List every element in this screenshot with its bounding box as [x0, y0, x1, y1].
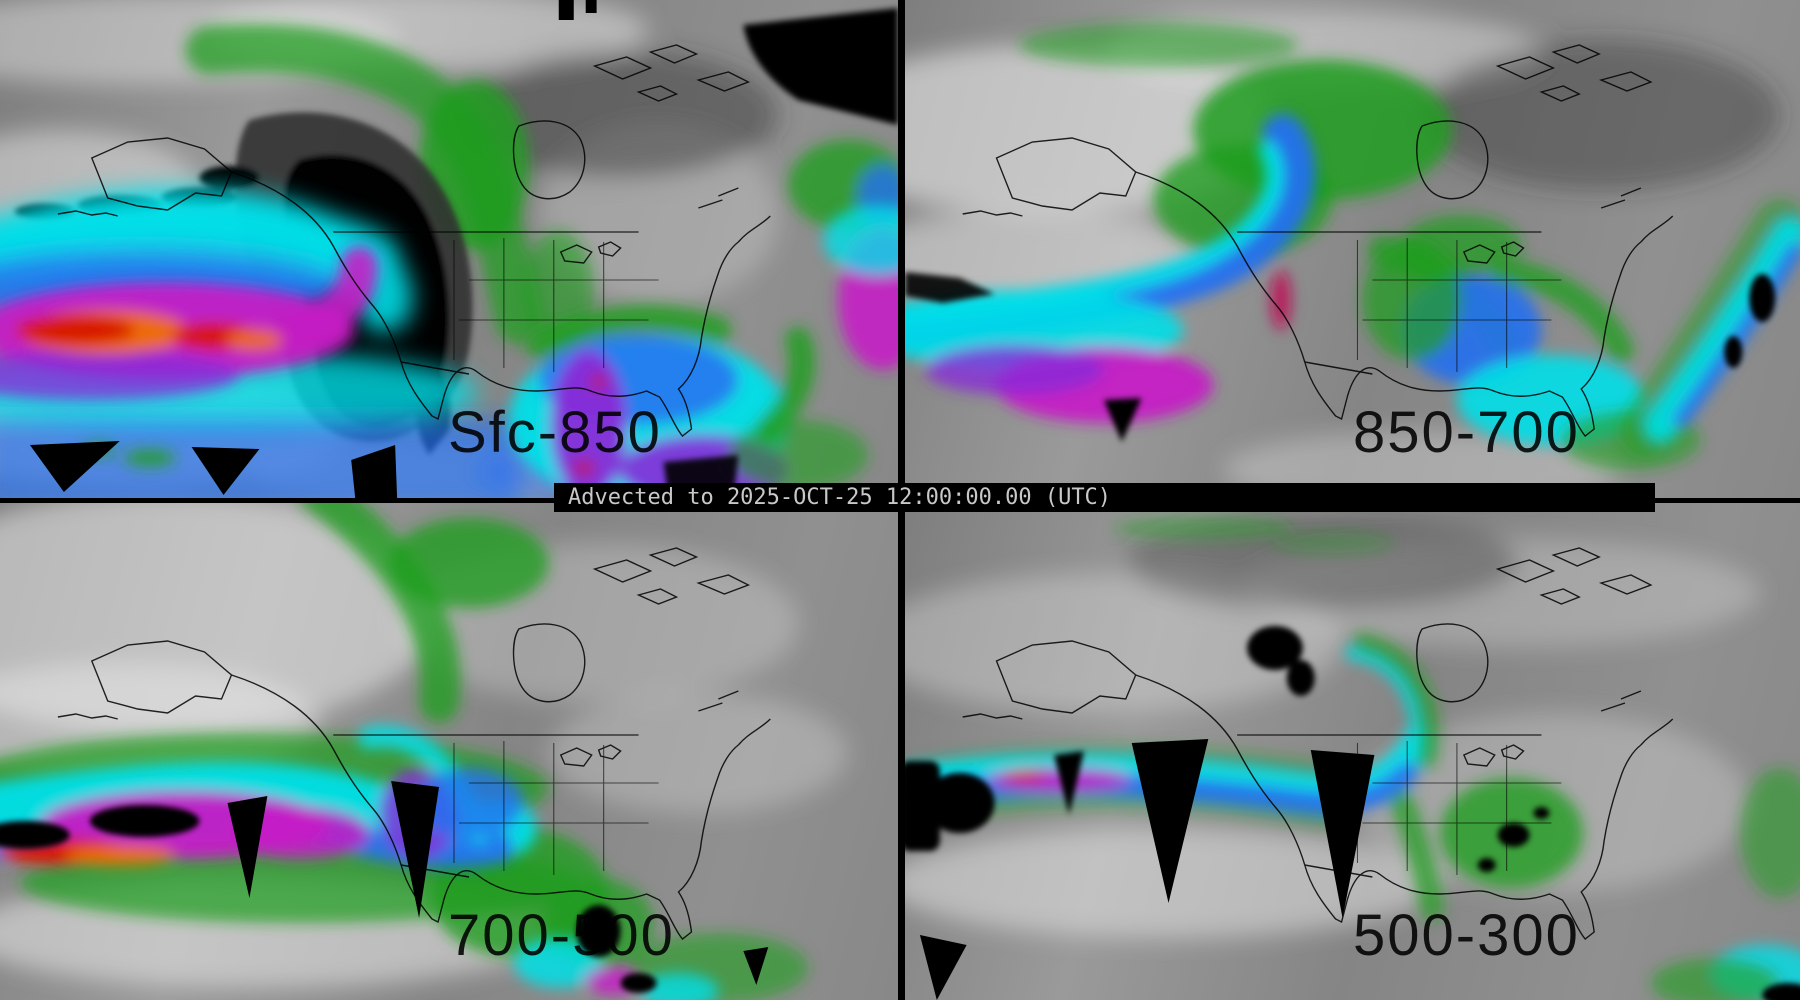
imagery-sfc-850: [0, 0, 898, 498]
imagery-700-500: [0, 503, 849, 1000]
imagery-500-300: [905, 513, 1800, 1000]
panel-sfc-850: Sfc-850: [0, 0, 898, 498]
imagery-850-700: [905, 10, 1800, 498]
advected-time-text: Advected to 2025-OCT-25 12:00:00.00 (UTC…: [568, 485, 1112, 510]
advected-time-banner: Advected to 2025-OCT-25 12:00:00.00 (UTC…: [554, 483, 1655, 512]
panel-850-700: 850-700: [905, 0, 1800, 498]
panel-700-500: 700-500: [0, 503, 898, 1000]
panel-500-300: 500-300: [905, 503, 1800, 1000]
